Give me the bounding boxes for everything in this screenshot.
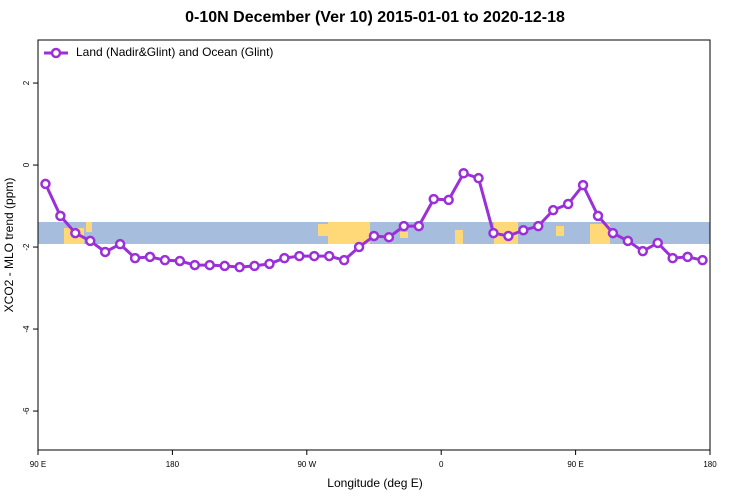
point: [592, 210, 604, 222]
point: [353, 241, 365, 253]
legend-marker: [50, 47, 62, 59]
point: [129, 252, 141, 264]
series-line: [44, 171, 703, 269]
point: [577, 179, 589, 191]
point: [159, 254, 171, 266]
point: [383, 231, 395, 243]
plot-frame: [37, 39, 711, 451]
point: [488, 227, 499, 239]
point: [323, 250, 335, 262]
point: [40, 178, 51, 190]
point: [697, 254, 708, 266]
x-tick-label: 180: [703, 460, 717, 469]
y-tick-label: 2: [22, 80, 31, 85]
point: [249, 260, 260, 272]
point: [443, 194, 454, 206]
point: [428, 193, 439, 205]
x-tick-label: 0: [439, 460, 444, 469]
point: [368, 230, 380, 242]
x-tick-label: 90 E: [30, 460, 46, 469]
point: [667, 252, 678, 264]
point: [234, 261, 245, 273]
point: [279, 252, 290, 264]
point: [473, 172, 484, 184]
x-tick-label: 180: [166, 460, 180, 469]
point: [413, 220, 425, 232]
point: [652, 237, 663, 249]
point: [70, 227, 81, 239]
point: [622, 235, 634, 247]
point: [338, 254, 350, 266]
point: [547, 204, 559, 216]
point: [264, 258, 275, 270]
point: [533, 220, 544, 232]
point: [637, 245, 649, 257]
x-tick-label: 90 W: [297, 460, 316, 469]
x-axis-label: Longitude (deg E): [327, 476, 422, 490]
point: [99, 246, 111, 258]
point: [458, 168, 469, 179]
point: [204, 259, 215, 271]
point: [114, 238, 126, 250]
point: [219, 260, 230, 272]
chart-title: 0-10N December (Ver 10) 2015-01-01 to 20…: [185, 9, 565, 26]
point: [518, 224, 529, 236]
y-axis-label: XCO2 - MLO trend (ppm): [2, 178, 16, 313]
y-tick-label: -4: [22, 325, 31, 333]
point: [55, 210, 66, 222]
y-tick-label: -2: [22, 243, 31, 251]
point: [144, 251, 156, 263]
y-tick-label: 0: [22, 162, 31, 167]
point: [189, 259, 201, 271]
point: [174, 255, 186, 267]
point: [607, 227, 619, 239]
point: [503, 230, 514, 242]
point: [85, 235, 96, 247]
point: [398, 220, 410, 232]
point: [294, 250, 305, 262]
point: [309, 250, 320, 262]
x-tick-label: 90 E: [567, 460, 583, 469]
legend-label: Land (Nadir&Glint) and Ocean (Glint): [76, 45, 273, 59]
point: [682, 251, 693, 263]
point: [562, 198, 574, 210]
y-tick-label: -6: [22, 407, 31, 415]
